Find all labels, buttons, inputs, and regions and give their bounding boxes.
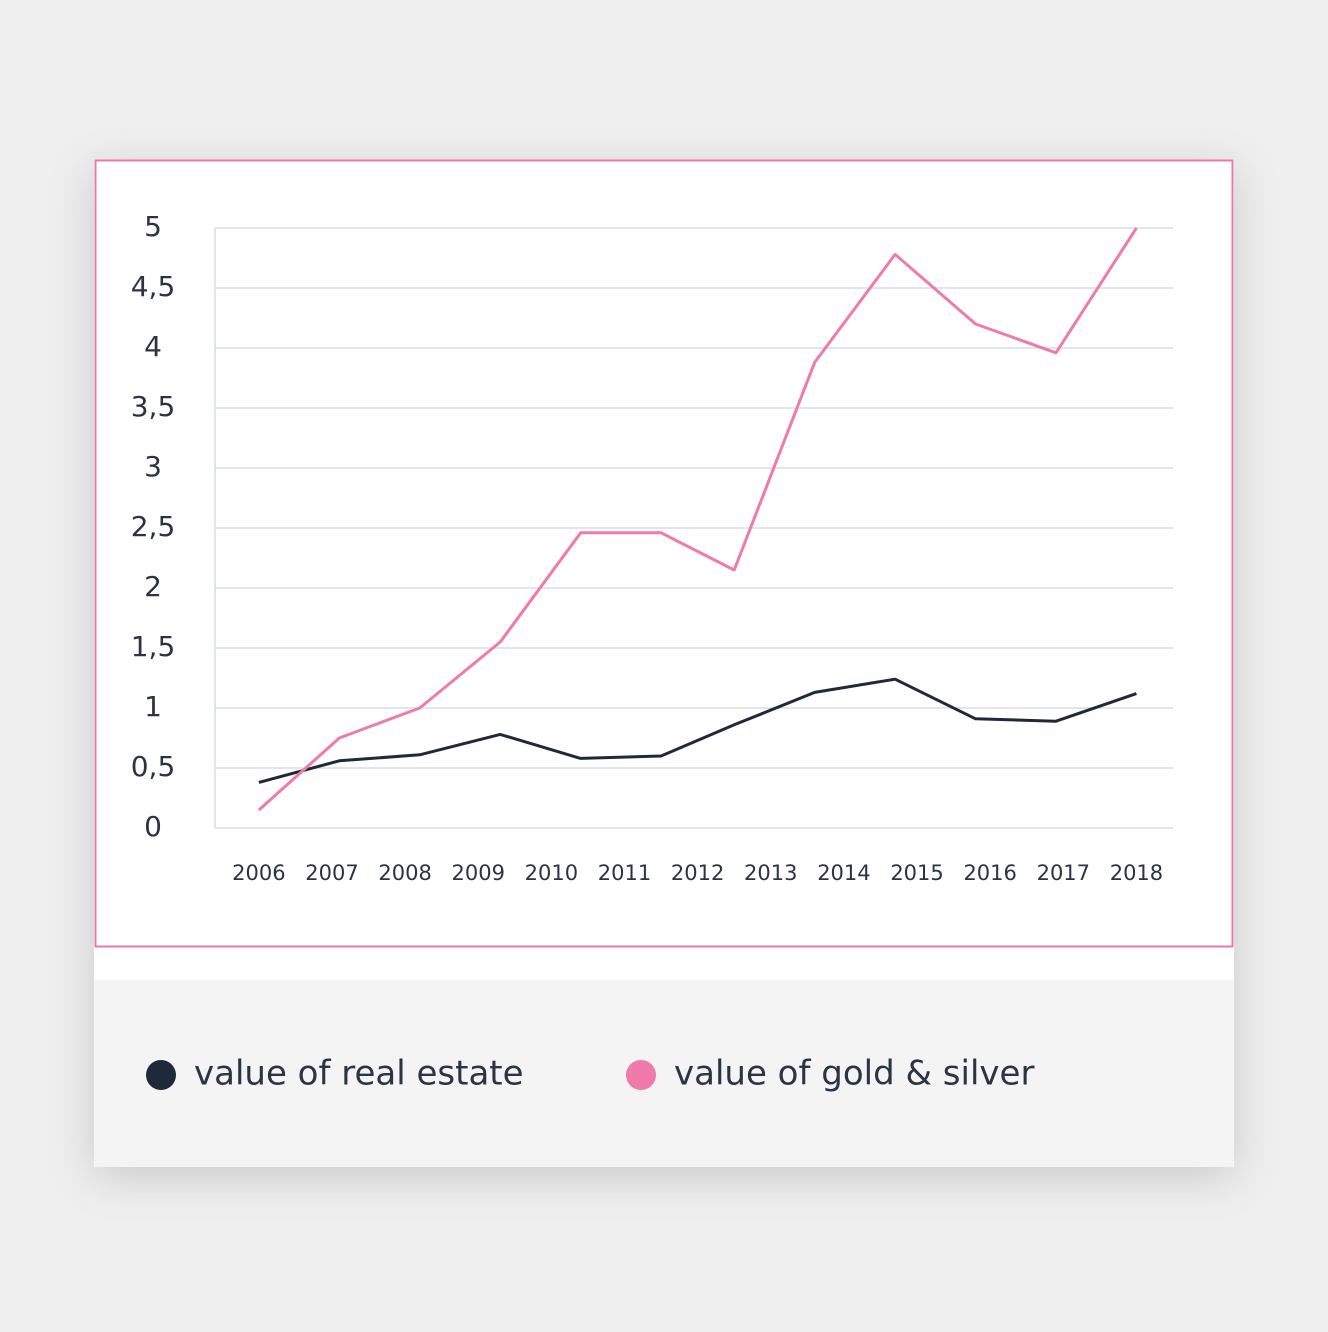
y-tick-label: 4,5 — [131, 270, 176, 303]
y-tick-label: 0,5 — [131, 750, 176, 783]
y-tick-label: 4 — [144, 330, 162, 363]
legend-label: value of gold & silver — [674, 1054, 1034, 1094]
y-tick-label: 2 — [144, 570, 162, 603]
x-tick-label: 2018 — [1110, 861, 1163, 885]
x-tick-label: 2013 — [744, 861, 797, 885]
y-tick-label: 0 — [144, 810, 162, 843]
legend-label: value of real estate — [194, 1054, 524, 1094]
y-tick-label: 1,5 — [131, 630, 176, 663]
y-tick-label: 5 — [144, 210, 162, 243]
y-tick-label: 3,5 — [131, 390, 176, 423]
x-tick-label: 2007 — [305, 861, 358, 885]
x-tick-label: 2016 — [963, 861, 1016, 885]
y-tick-label: 2,5 — [131, 510, 176, 543]
series-line — [258, 677, 1137, 784]
x-tick-label: 2010 — [525, 861, 578, 885]
legend-panel — [94, 980, 1234, 1167]
y-tick-label: 3 — [144, 450, 162, 483]
x-tick-label: 2008 — [378, 861, 431, 885]
legend-swatch — [626, 1060, 656, 1090]
chart-panel — [94, 159, 1234, 948]
x-tick-label: 2012 — [671, 861, 724, 885]
x-tick-label: 2014 — [817, 861, 870, 885]
y-tick-label: 1 — [144, 690, 162, 723]
x-tick-label: 2015 — [890, 861, 943, 885]
legend-swatch — [146, 1060, 176, 1090]
x-tick-label: 2009 — [452, 861, 505, 885]
x-tick-label: 2011 — [598, 861, 651, 885]
series-line — [257, 227, 1138, 812]
x-tick-label: 2006 — [232, 861, 285, 885]
x-tick-label: 2017 — [1037, 861, 1090, 885]
